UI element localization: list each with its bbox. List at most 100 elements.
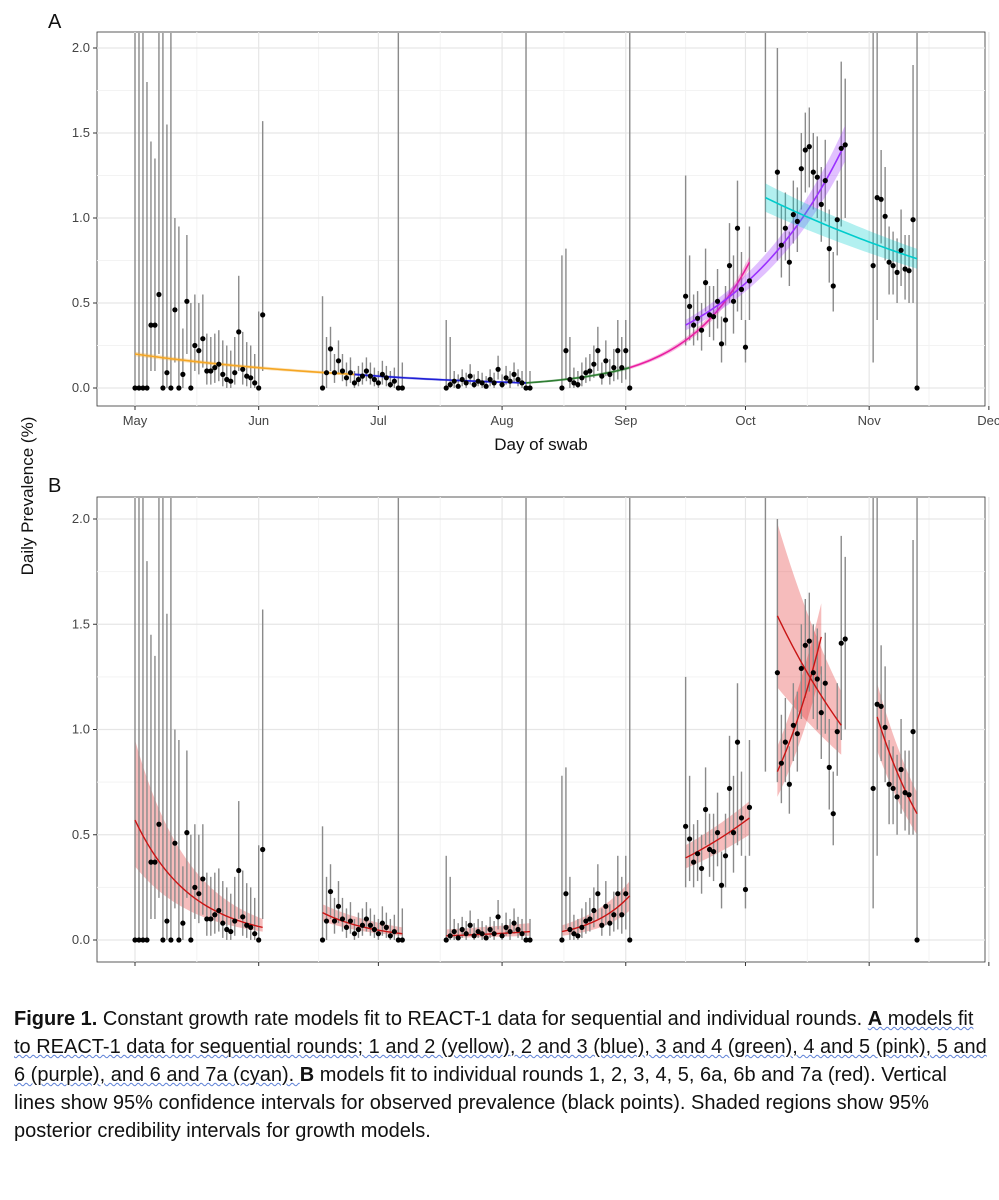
panel-a-label: A <box>48 11 62 33</box>
data-point <box>882 724 888 730</box>
data-point <box>615 348 621 354</box>
data-point <box>826 246 832 252</box>
data-point <box>587 368 593 374</box>
data-point <box>746 278 753 284</box>
data-point <box>156 821 162 827</box>
data-point <box>710 848 717 855</box>
figure-svg: A 0.0 0.5 1.0 1.5 2.0 May Jun Jul Aug Sep Oct Nov D… <box>18 11 999 966</box>
data-point <box>615 891 621 897</box>
y-tick-label: 1.0 <box>72 210 90 225</box>
data-point <box>387 933 393 939</box>
data-point <box>503 924 509 930</box>
data-point <box>790 722 796 728</box>
y-tick-label: 0.0 <box>72 380 90 395</box>
data-point <box>495 914 501 920</box>
data-point <box>387 382 393 388</box>
data-point <box>463 380 469 386</box>
data-point <box>212 365 218 371</box>
data-point <box>144 385 150 391</box>
data-point <box>794 218 800 224</box>
data-point <box>204 916 210 922</box>
data-point <box>192 342 198 349</box>
data-point <box>248 375 254 381</box>
data-point <box>706 312 713 318</box>
x-tick-label: May <box>123 413 148 428</box>
data-point <box>471 382 477 388</box>
data-point <box>375 380 381 386</box>
data-point <box>511 920 517 926</box>
data-point <box>567 926 573 933</box>
data-point <box>818 201 824 207</box>
data-point <box>583 370 589 376</box>
data-point <box>148 859 154 865</box>
data-point <box>184 830 190 836</box>
data-point <box>810 670 816 676</box>
data-point <box>188 385 194 391</box>
data-point <box>834 729 840 735</box>
data-point <box>559 937 565 943</box>
data-point <box>507 928 513 935</box>
data-point <box>571 931 577 937</box>
data-point <box>176 385 182 391</box>
data-point <box>256 385 262 391</box>
panel-a: A 0.0 0.5 1.0 1.5 2.0 May Jun Jul Aug Sep Oct Nov D… <box>48 11 999 454</box>
x-tick-label: Dec <box>977 413 999 428</box>
fit-curve <box>776 636 822 772</box>
data-point <box>228 928 234 935</box>
data-point <box>220 920 226 926</box>
data-point <box>164 918 170 924</box>
data-point <box>371 376 377 383</box>
data-point <box>575 382 581 388</box>
data-point <box>164 370 170 376</box>
data-point <box>200 876 206 882</box>
data-point <box>343 375 350 381</box>
data-point <box>515 376 521 383</box>
data-point <box>890 263 896 269</box>
data-point <box>842 142 848 148</box>
data-point <box>343 924 350 930</box>
data-point <box>810 169 816 175</box>
panel-b: B 0.0 0.5 1.0 1.5 2.0 <box>48 475 990 966</box>
data-point <box>172 840 178 846</box>
data-point <box>623 348 629 354</box>
data-point <box>714 298 721 304</box>
data-point <box>363 368 370 374</box>
data-point <box>607 371 613 377</box>
fit-curve <box>876 716 918 815</box>
data-point <box>160 385 166 391</box>
data-point <box>327 346 334 352</box>
data-point <box>399 937 405 943</box>
data-point <box>874 701 880 707</box>
data-point <box>483 935 489 941</box>
x-tick-label: Sep <box>614 413 637 428</box>
data-point <box>339 916 346 922</box>
data-point <box>698 327 705 333</box>
data-point <box>806 638 812 644</box>
data-point <box>487 376 493 383</box>
data-point <box>451 378 457 384</box>
data-point <box>746 804 753 810</box>
data-point <box>160 937 166 943</box>
data-point <box>359 922 366 928</box>
data-point <box>691 322 697 328</box>
data-point <box>359 373 366 379</box>
data-point <box>475 378 481 384</box>
data-point <box>718 882 725 888</box>
data-point <box>786 259 792 265</box>
fit-band <box>561 881 630 936</box>
data-point <box>890 785 896 792</box>
data-point <box>722 317 729 323</box>
data-point <box>906 268 912 274</box>
data-point <box>687 303 693 309</box>
data-point <box>483 383 489 389</box>
panel-a-x-ticks: May Jun Jul Aug Sep Oct Nov Dec <box>123 406 999 428</box>
data-point <box>706 846 713 853</box>
data-point <box>898 247 904 253</box>
x-tick-label: Nov <box>858 413 882 428</box>
data-point <box>212 912 218 918</box>
panel-b-y-ticks: 0.0 0.5 1.0 1.5 2.0 <box>72 511 97 947</box>
data-point <box>914 385 920 391</box>
data-point <box>140 385 146 391</box>
fit-curve <box>561 895 631 933</box>
data-point <box>244 922 250 928</box>
